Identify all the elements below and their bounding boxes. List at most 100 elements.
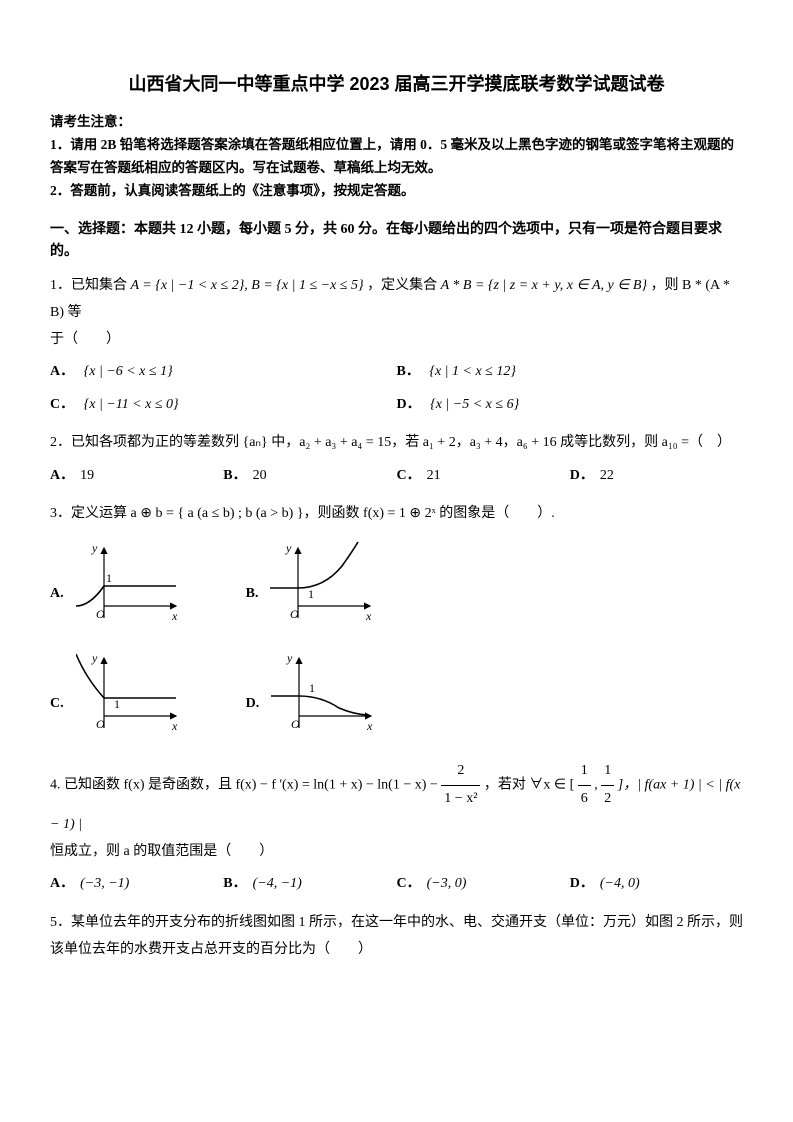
q4-opt-c-text: (−3, 0) — [427, 876, 467, 891]
q3-stem: 3．定义运算 a ⊕ b = { a (a ≤ b) ; b (a > b) }… — [50, 501, 743, 528]
q1-opt-c: C． {x | −11 < x ≤ 0} — [50, 392, 397, 419]
q4-frac2-num: 1 — [578, 758, 591, 786]
svg-text:O: O — [291, 717, 300, 731]
q4-options: A．(−3, −1) B． (−4, −1) C． (−3, 0) D． (−4, 0… — [50, 871, 743, 898]
opt-letter-d: D． — [397, 397, 421, 412]
q3-label-d: D. — [246, 691, 260, 718]
q1-text-b: ，定义集合 — [367, 278, 441, 293]
graph-b-svg: O x y 1 — [270, 538, 380, 628]
q1-opt-a-text: {x | −6 < x ≤ 1} — [84, 364, 173, 379]
q4-frac3-den: 2 — [601, 786, 614, 813]
opt-letter-a: A． — [50, 876, 74, 891]
opt-letter-a: A． — [50, 468, 74, 483]
svg-text:y: y — [91, 541, 98, 555]
svg-text:x: x — [365, 609, 372, 623]
instructions-block: 请考生注意： 1．请用 2B 铅笔将选择题答案涂填在答题纸相应位置上，请用 0．… — [50, 111, 743, 203]
q4-frac2-den: 6 — [578, 786, 591, 813]
q4-frac1-den: 1 − x² — [441, 786, 480, 813]
instructions-line2: 2．答题前，认真阅读答题纸上的《注意事项》，按规定答题。 — [50, 180, 743, 203]
q4-comma: , — [594, 777, 601, 792]
graph-c-svg: O x y 1 — [76, 648, 186, 738]
q1-stem: 1．已知集合 A = {x | −1 < x ≤ 2}, B = {x | 1 … — [50, 273, 743, 326]
q4-stem-line1: 4. 已知函数 f(x) 是奇函数，且 f(x) − f '(x) = ln(1… — [50, 758, 743, 839]
opt-letter-d: D． — [570, 468, 594, 483]
q2-opt-d-text: 22 — [600, 468, 614, 483]
svg-text:O: O — [96, 607, 105, 621]
q3-graph-a: A. O x y 1 — [50, 538, 186, 628]
q2-opt-a: A． 19 — [50, 463, 223, 490]
opt-letter-b: B． — [223, 876, 246, 891]
q4-opt-b-text: (−4, −1) — [253, 876, 302, 891]
q1-opt-a: A． {x | −6 < x ≤ 1} — [50, 359, 397, 386]
exam-title: 山西省大同一中等重点中学 2023 届高三开学摸底联考数学试题试卷 — [50, 70, 743, 99]
q3-graph-row-2: C. O x y 1 D. O x y 1 — [50, 648, 743, 738]
opt-letter-c: C． — [397, 876, 421, 891]
svg-text:1: 1 — [106, 571, 112, 585]
q1-text-a: 1．已知集合 — [50, 278, 131, 293]
q1-opt-b-text: {x | 1 < x ≤ 12} — [429, 364, 516, 379]
svg-text:y: y — [285, 541, 292, 555]
q2-stem: 2．已知各项都为正的等差数列 {aₙ} 中，a₂ + a₃ + a₄ = 15，… — [50, 430, 743, 457]
q3-label-a: A. — [50, 581, 64, 608]
q2-options: A． 19 B． 20 C． 21 D． 22 — [50, 463, 743, 490]
q4-opt-d: D． (−4, 0) — [570, 871, 743, 898]
q4-opt-b: B． (−4, −1) — [223, 871, 396, 898]
svg-text:O: O — [96, 717, 105, 731]
q3-label-c: C. — [50, 691, 64, 718]
opt-letter-d: D． — [570, 876, 594, 891]
q4-text-b: ，若对 ∀x ∈ [ — [484, 777, 574, 792]
svg-text:y: y — [286, 651, 293, 665]
svg-text:1: 1 — [308, 587, 314, 601]
q3-graph-b: B. O x y 1 — [246, 538, 381, 628]
svg-text:1: 1 — [114, 697, 120, 711]
q1-opt-d: D． {x | −5 < x ≤ 6} — [397, 392, 744, 419]
q2-opt-b: B． 20 — [223, 463, 396, 490]
q1-opt-b: B． {x | 1 < x ≤ 12} — [397, 359, 744, 386]
svg-text:O: O — [290, 607, 299, 621]
question-2: 2．已知各项都为正的等差数列 {aₙ} 中，a₂ + a₃ + a₄ = 15，… — [50, 430, 743, 489]
opt-letter-b: B． — [223, 468, 246, 483]
question-4: 4. 已知函数 f(x) 是奇函数，且 f(x) − f '(x) = ln(1… — [50, 758, 743, 898]
q1-expr2: A * B = {z | z = x + y, x ∈ A, y ∈ B} — [441, 278, 647, 293]
graph-a-svg: O x y 1 — [76, 538, 186, 628]
question-5: 5．某单位去年的开支分布的折线图如图 1 所示，在这一年中的水、电、交通开支（单… — [50, 910, 743, 963]
svg-text:1: 1 — [309, 681, 315, 695]
q2-opt-d: D． 22 — [570, 463, 743, 490]
q1-expr1: A = {x | −1 < x ≤ 2}, B = {x | 1 ≤ −x ≤ … — [131, 278, 364, 293]
instructions-line1: 1．请用 2B 铅笔将选择题答案涂填在答题纸相应位置上，请用 0．5 毫米及以上… — [50, 134, 743, 180]
question-1: 1．已知集合 A = {x | −1 < x ≤ 2}, B = {x | 1 … — [50, 273, 743, 418]
q1-stem-2: 于（ ） — [50, 327, 743, 354]
q1-options-row1: A． {x | −6 < x ≤ 1} B． {x | 1 < x ≤ 12} — [50, 359, 743, 386]
question-3: 3．定义运算 a ⊕ b = { a (a ≤ b) ; b (a > b) }… — [50, 501, 743, 738]
q2-opt-b-text: 20 — [253, 468, 267, 483]
opt-letter-c: C． — [397, 468, 421, 483]
q4-opt-d-text: (−4, 0) — [600, 876, 640, 891]
q3-label-b: B. — [246, 581, 259, 608]
q2-opt-c: C． 21 — [397, 463, 570, 490]
graph-d-svg: O x y 1 — [271, 648, 381, 738]
q3-graph-d: D. O x y 1 — [246, 648, 382, 738]
svg-text:x: x — [171, 719, 178, 733]
q4-frac1: 21 − x² — [441, 758, 480, 812]
q4-opt-a: A．(−3, −1) — [50, 871, 223, 898]
q4-frac1-num: 2 — [441, 758, 480, 786]
q1-opt-d-text: {x | −5 < x ≤ 6} — [430, 397, 519, 412]
q2-opt-a-text: 19 — [80, 468, 94, 483]
svg-text:x: x — [171, 609, 178, 623]
q4-frac3-num: 1 — [601, 758, 614, 786]
q3-graph-c: C. O x y 1 — [50, 648, 186, 738]
q4-frac3: 12 — [601, 758, 614, 812]
opt-letter-c: C． — [50, 397, 74, 412]
q4-frac2: 16 — [578, 758, 591, 812]
q1-options-row2: C． {x | −11 < x ≤ 0} D． {x | −5 < x ≤ 6} — [50, 392, 743, 419]
q5-stem: 5．某单位去年的开支分布的折线图如图 1 所示，在这一年中的水、电、交通开支（单… — [50, 910, 743, 963]
opt-letter-b: B． — [397, 364, 420, 379]
svg-text:y: y — [91, 651, 98, 665]
q4-text-a: 4. 已知函数 f(x) 是奇函数，且 f(x) − f '(x) = ln(1… — [50, 777, 441, 792]
q4-opt-c: C． (−3, 0) — [397, 871, 570, 898]
q1-opt-c-text: {x | −11 < x ≤ 0} — [84, 397, 179, 412]
q2-opt-c-text: 21 — [427, 468, 441, 483]
opt-letter-a: A． — [50, 364, 74, 379]
section1-header: 一、选择题：本题共 12 小题，每小题 5 分，共 60 分。在每小题给出的四个… — [50, 219, 743, 264]
q4-stem-line2: 恒成立，则 a 的取值范围是（ ） — [50, 839, 743, 866]
